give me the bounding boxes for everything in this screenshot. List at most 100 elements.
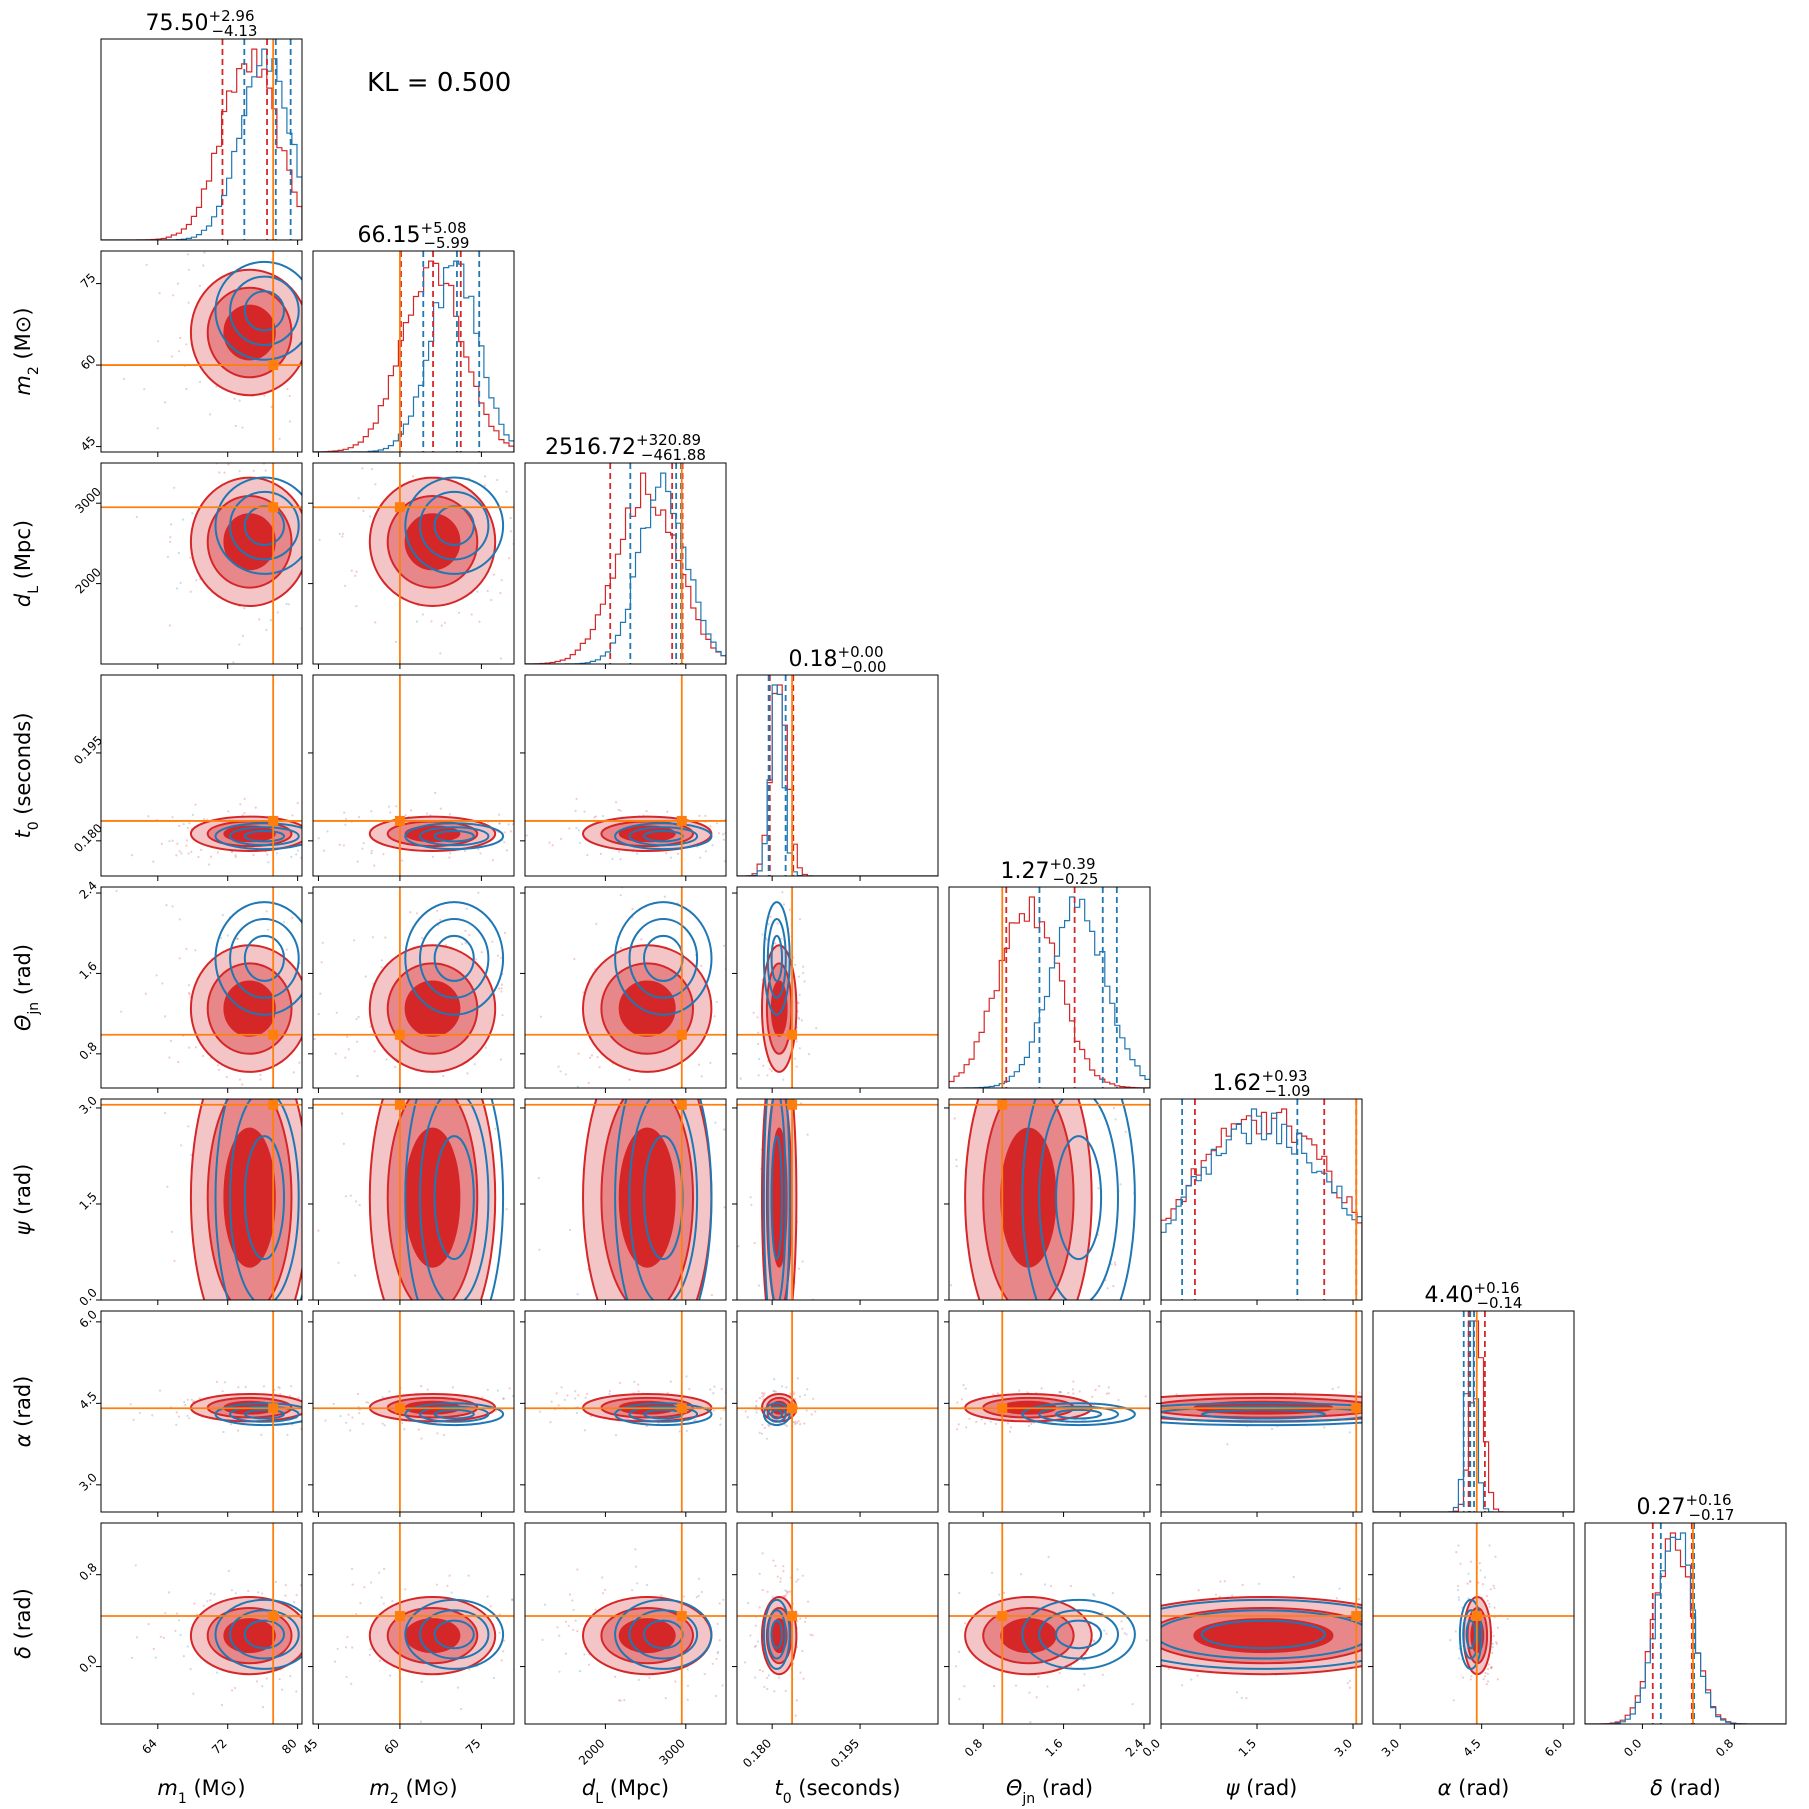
sample-point [227, 463, 230, 466]
sample-point [417, 1428, 420, 1431]
sample-point [185, 387, 188, 391]
sample-point [448, 1574, 451, 1577]
sample-point [184, 1336, 186, 1338]
sample-point [568, 827, 571, 830]
sample-point [370, 810, 373, 813]
sample-point [450, 1591, 453, 1594]
sample-point [754, 1404, 758, 1407]
sample-point [318, 538, 321, 541]
sample-point [448, 944, 450, 946]
contour-blue-2 [419, 1099, 490, 1300]
panel-frame [312, 1310, 515, 1513]
sample-point [130, 854, 133, 857]
sample-point [964, 1622, 967, 1625]
sample-point [334, 1052, 337, 1055]
sample-point [1008, 1430, 1012, 1433]
contour-blue-3 [433, 934, 475, 982]
sample-point [1452, 1699, 1455, 1702]
sample-point [758, 1397, 762, 1400]
sample-point [1014, 1684, 1018, 1687]
sample-point [234, 1592, 237, 1595]
sample-point [293, 1601, 296, 1604]
contour-red-3 [223, 1618, 276, 1654]
sample-point [700, 1075, 703, 1078]
sample-point [787, 1590, 790, 1594]
sample-point [618, 1306, 620, 1308]
sample-point [336, 1137, 338, 1139]
sample-point [382, 1349, 384, 1351]
sample-point [780, 1377, 782, 1379]
y-tick-label: 60 [78, 352, 99, 373]
sample-point [1375, 1644, 1377, 1646]
sample-point [412, 1088, 414, 1090]
sample-point [1483, 1576, 1487, 1579]
sample-point [1226, 1443, 1229, 1446]
sample-point [761, 1395, 764, 1398]
sample-point [486, 589, 489, 593]
sample-point [285, 948, 288, 951]
sample-point [763, 1426, 766, 1429]
sample-point [594, 1608, 597, 1611]
sample-point [308, 330, 310, 332]
sample-point [1156, 1673, 1158, 1675]
sample-point [1431, 1674, 1433, 1676]
y-tick-label: 6.0 [76, 1307, 99, 1330]
panel-content [101, 1311, 302, 1512]
sample-point [796, 1377, 800, 1380]
contour-red-3 [404, 513, 461, 571]
sample-point [1358, 1391, 1361, 1394]
sample-point [555, 1392, 558, 1395]
sample-point [284, 1584, 287, 1587]
sample-point [634, 1565, 638, 1568]
sample-point [994, 1422, 998, 1425]
sample-point [534, 1447, 536, 1449]
sample-point [409, 911, 412, 914]
sample-point [451, 1386, 454, 1389]
sample-point [317, 338, 319, 340]
sample-point [243, 797, 246, 801]
sample-point [166, 555, 169, 558]
panel-content [101, 1523, 316, 1724]
sample-point [449, 852, 452, 855]
sample-point [1028, 1013, 1030, 1015]
sample-point [980, 1418, 983, 1421]
contour-blue-3 [770, 1619, 783, 1650]
sample-point [1110, 1392, 1112, 1394]
sample-point [284, 1594, 287, 1597]
sample-point [559, 837, 563, 841]
sample-point [356, 1392, 359, 1396]
sample-point [1487, 1663, 1490, 1666]
sample-point [478, 620, 481, 623]
sample-point [184, 1403, 187, 1406]
panel-frame [1160, 1522, 1363, 1725]
sample-point [812, 1397, 815, 1400]
sample-point [354, 837, 356, 839]
panel-frame [736, 674, 939, 877]
sample-point [784, 1589, 787, 1592]
sample-point [514, 1681, 516, 1683]
sample-point [548, 841, 551, 844]
panel-delta-vs-delta: 0.27+0.16 −0.170.0 0.8 [1584, 1491, 1787, 1760]
sample-point [1003, 1591, 1006, 1594]
sample-point [785, 1592, 789, 1595]
sample-point [245, 1370, 247, 1372]
sample-point [340, 1291, 342, 1293]
sample-point [438, 888, 440, 890]
panel-content [525, 1311, 726, 1512]
contour-blue-2 [1462, 1609, 1480, 1660]
truth-marker [268, 1403, 279, 1414]
sample-point [498, 987, 501, 990]
sample-point [723, 860, 726, 863]
sample-point [1119, 1183, 1122, 1186]
sample-point [601, 1576, 604, 1579]
sample-point [492, 1676, 495, 1680]
sample-point [308, 825, 310, 827]
sample-point [361, 314, 363, 316]
truth-marker [676, 1099, 687, 1110]
sample-point [314, 1623, 316, 1625]
sample-point [185, 839, 189, 842]
sample-point [1158, 1409, 1160, 1411]
panel-content [313, 888, 514, 1351]
sample-point [510, 1598, 514, 1601]
sample-point [1043, 1583, 1046, 1586]
